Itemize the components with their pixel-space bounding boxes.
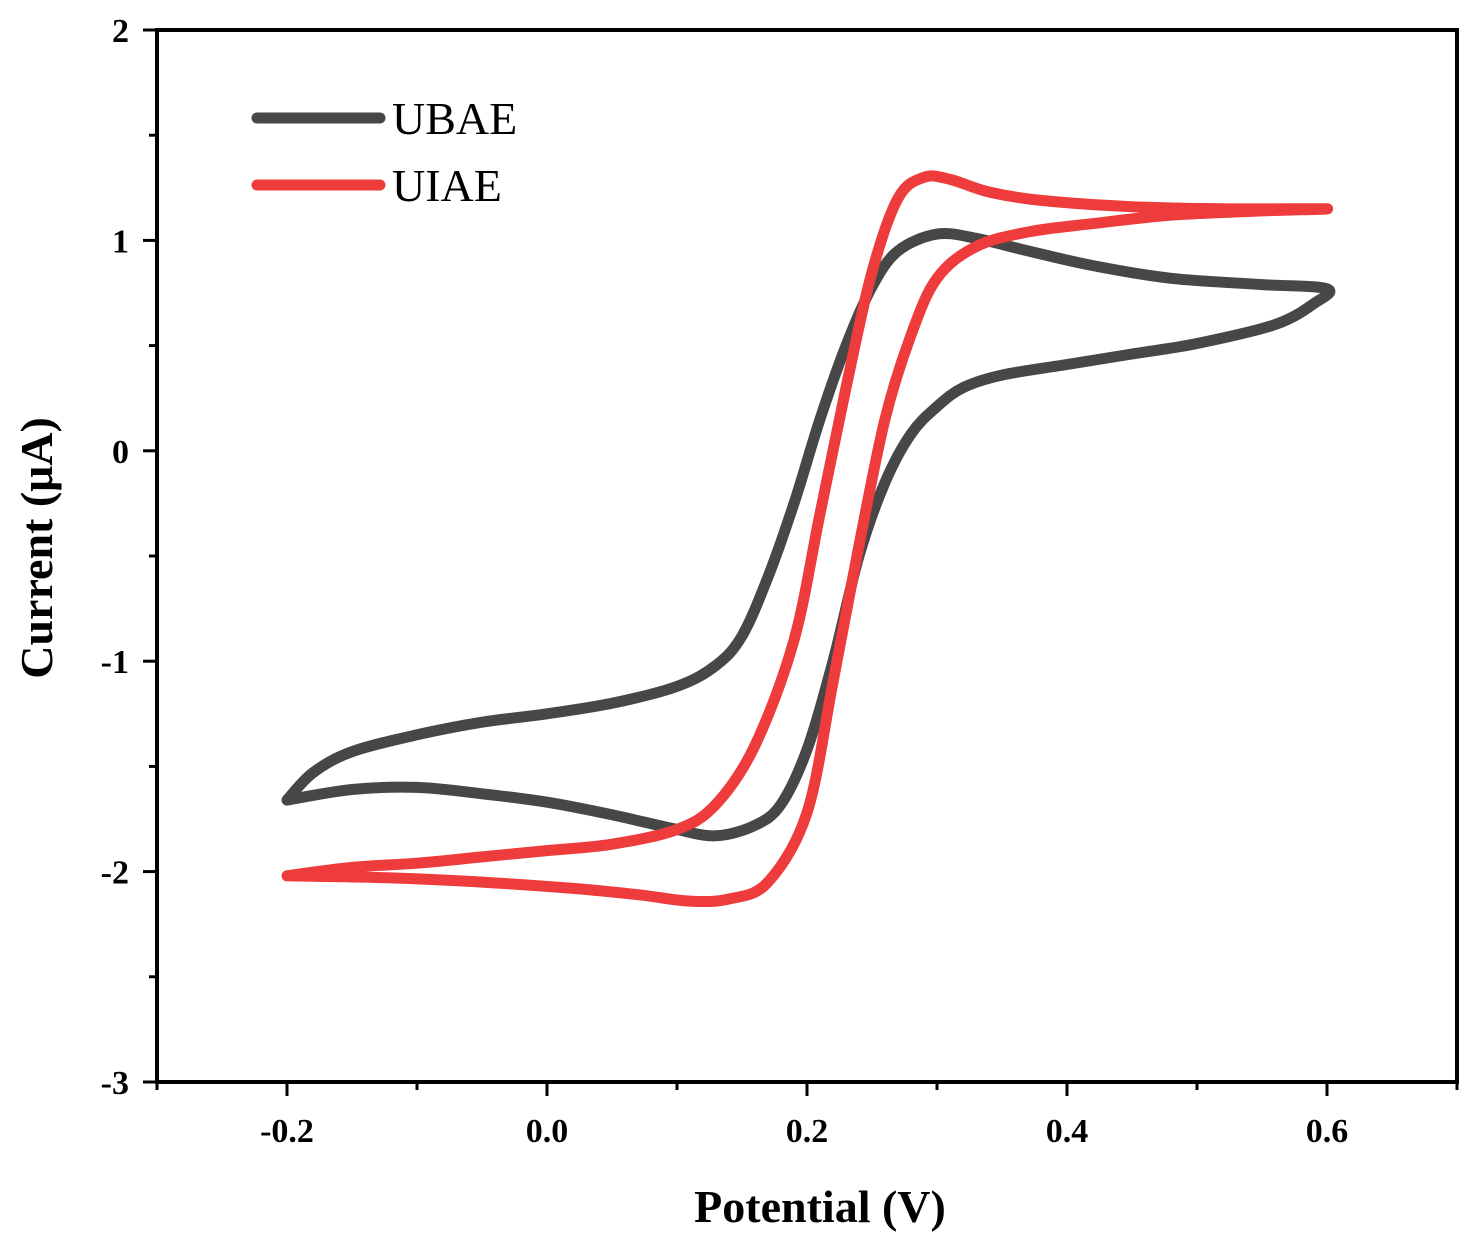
series-layer (281, 170, 1336, 908)
legend-label: UIAE (392, 160, 502, 211)
y-axis-title: Current (μA) (11, 417, 62, 679)
y-tick-label: 1 (112, 223, 129, 260)
y-tick-label: -3 (101, 1065, 129, 1102)
legend: UBAE UIAE (251, 93, 517, 211)
x-tick-label: -0.2 (260, 1113, 314, 1150)
series-line-uiae (281, 170, 1333, 908)
y-tick-label: -1 (101, 644, 129, 681)
y-axis-ticks: 2 1 0 -1 -2 -3 (101, 13, 157, 1102)
x-tick-label: 0.6 (1306, 1113, 1349, 1150)
x-tick-label: 0.2 (786, 1113, 829, 1150)
series-line-ubae (281, 227, 1336, 842)
x-axis-title: Potential (V) (694, 1181, 946, 1232)
x-tick-label: 0.0 (526, 1113, 569, 1150)
legend-label: UBAE (392, 93, 517, 144)
y-tick-label: -2 (101, 855, 129, 892)
plot-frame (155, 28, 1459, 1084)
x-tick-label: 0.4 (1046, 1113, 1089, 1150)
y-tick-label: 2 (112, 13, 129, 50)
y-tick-label: 0 (112, 434, 129, 471)
x-axis-ticks: -0.2 0.0 0.2 0.4 0.6 (155, 1082, 1459, 1150)
